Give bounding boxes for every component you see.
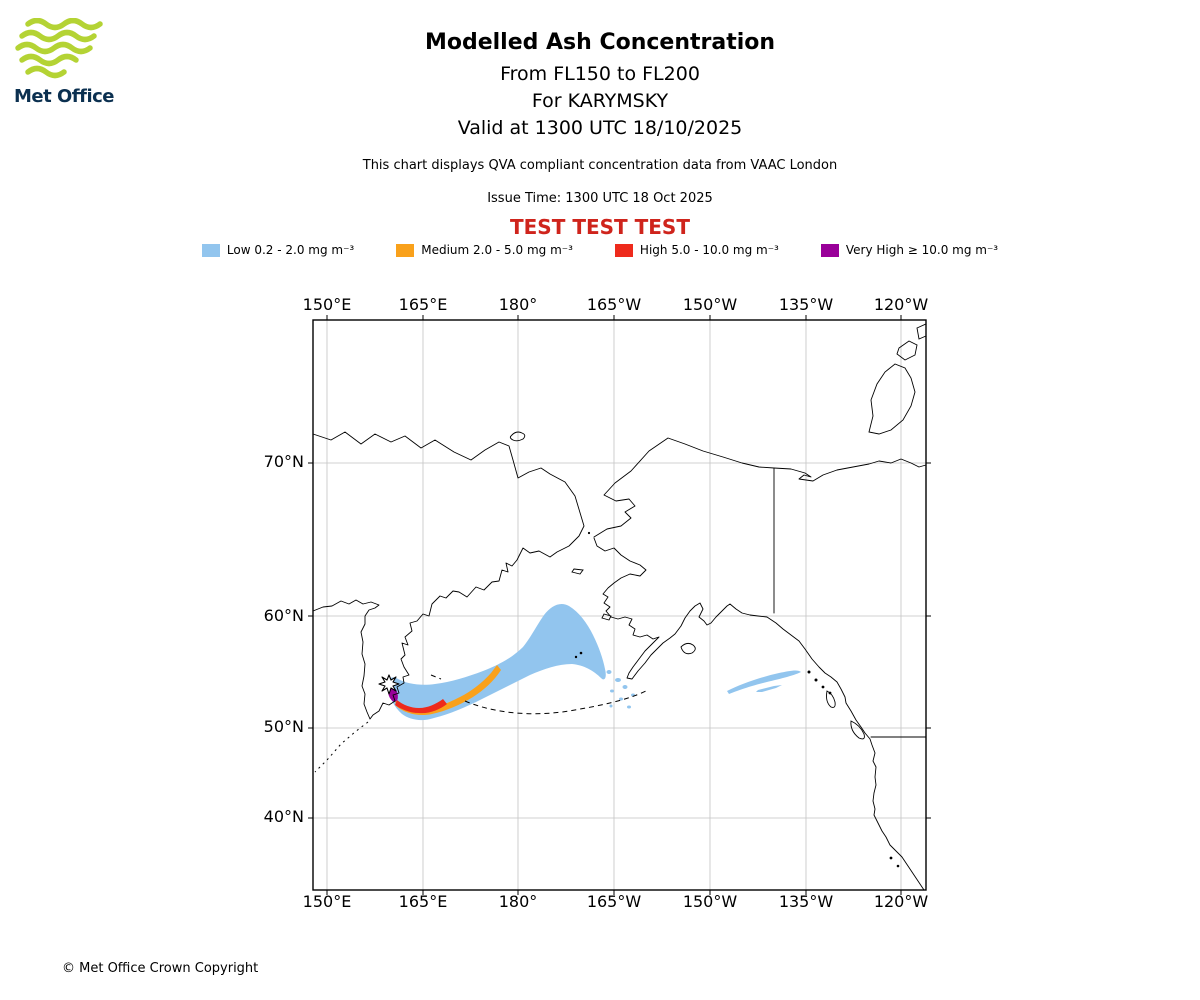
x-tick-top-135w: 135°W (778, 295, 834, 314)
coastlines (312, 431, 927, 891)
x-tick-bottom-150w: 150°W (682, 892, 738, 911)
x-tick-top-180: 180° (498, 295, 538, 314)
legend-item-low: Low 0.2 - 2.0 mg m⁻³ (201, 243, 355, 257)
y-tick-70n: 70°N (263, 452, 304, 471)
compliance-note: This chart displays QVA compliant concen… (362, 158, 838, 173)
legend-item-very-high: Very High ≥ 10.0 mg m⁻³ (820, 243, 999, 257)
met-office-logo: Met Office (14, 17, 124, 107)
subtitle-volcano: For KARYMSKY (531, 90, 669, 112)
y-tick-40n: 40°N (263, 807, 304, 826)
x-tick-top-150w: 150°W (682, 295, 738, 314)
issue-time: Issue Time: 1300 UTC 18 Oct 2025 (487, 191, 713, 206)
x-tick-top-120w: 120°W (873, 295, 929, 314)
x-tick-top-165e: 165°E (398, 295, 448, 314)
x-tick-bottom-135w: 135°W (778, 892, 834, 911)
legend-swatch-low (201, 243, 220, 257)
islands (509, 323, 927, 868)
x-tick-bottom-180: 180° (498, 892, 538, 911)
island-chains (314, 674, 647, 773)
map-canvas (308, 315, 931, 895)
map-gridlines (313, 320, 926, 890)
volcano-marker-icon (378, 674, 400, 695)
page-title: Modelled Ash Concentration (424, 30, 776, 55)
legend-label-medium: Medium 2.0 - 5.0 mg m⁻³ (421, 243, 573, 257)
x-tick-bottom-165w: 165°W (586, 892, 642, 911)
x-tick-bottom-120w: 120°W (873, 892, 929, 911)
copyright-notice: © Met Office Crown Copyright (62, 961, 259, 976)
logo-waves-icon (15, 17, 103, 79)
legend: Low 0.2 - 2.0 mg m⁻³ Medium 2.0 - 5.0 mg… (0, 243, 1200, 257)
legend-label-very-high: Very High ≥ 10.0 mg m⁻³ (845, 243, 999, 257)
x-tick-top-150e: 150°E (302, 295, 352, 314)
legend-swatch-medium (396, 243, 415, 257)
legend-swatch-high (614, 243, 633, 257)
x-tick-top-165w: 165°W (586, 295, 642, 314)
ash-layer-high (395, 699, 447, 714)
legend-item-medium: Medium 2.0 - 5.0 mg m⁻³ (396, 243, 573, 257)
test-banner: TEST TEST TEST (510, 215, 690, 239)
subtitle-valid-time: Valid at 1300 UTC 18/10/2025 (457, 117, 743, 139)
ash-layer-low (386, 604, 801, 721)
y-tick-50n: 50°N (263, 717, 304, 736)
subtitle-flight-levels: From FL150 to FL200 (500, 63, 700, 85)
legend-item-high: High 5.0 - 10.0 mg m⁻³ (614, 243, 779, 257)
map-frame (312, 319, 927, 891)
map (305, 312, 934, 898)
legend-swatch-very-high (820, 243, 839, 257)
legend-label-high: High 5.0 - 10.0 mg m⁻³ (639, 243, 779, 257)
y-tick-60n: 60°N (263, 606, 304, 625)
map-ticks (308, 315, 931, 895)
x-tick-bottom-165e: 165°E (398, 892, 448, 911)
x-tick-bottom-150e: 150°E (302, 892, 352, 911)
legend-label-low: Low 0.2 - 2.0 mg m⁻³ (226, 243, 355, 257)
logo-wordmark: Met Office (14, 86, 115, 107)
